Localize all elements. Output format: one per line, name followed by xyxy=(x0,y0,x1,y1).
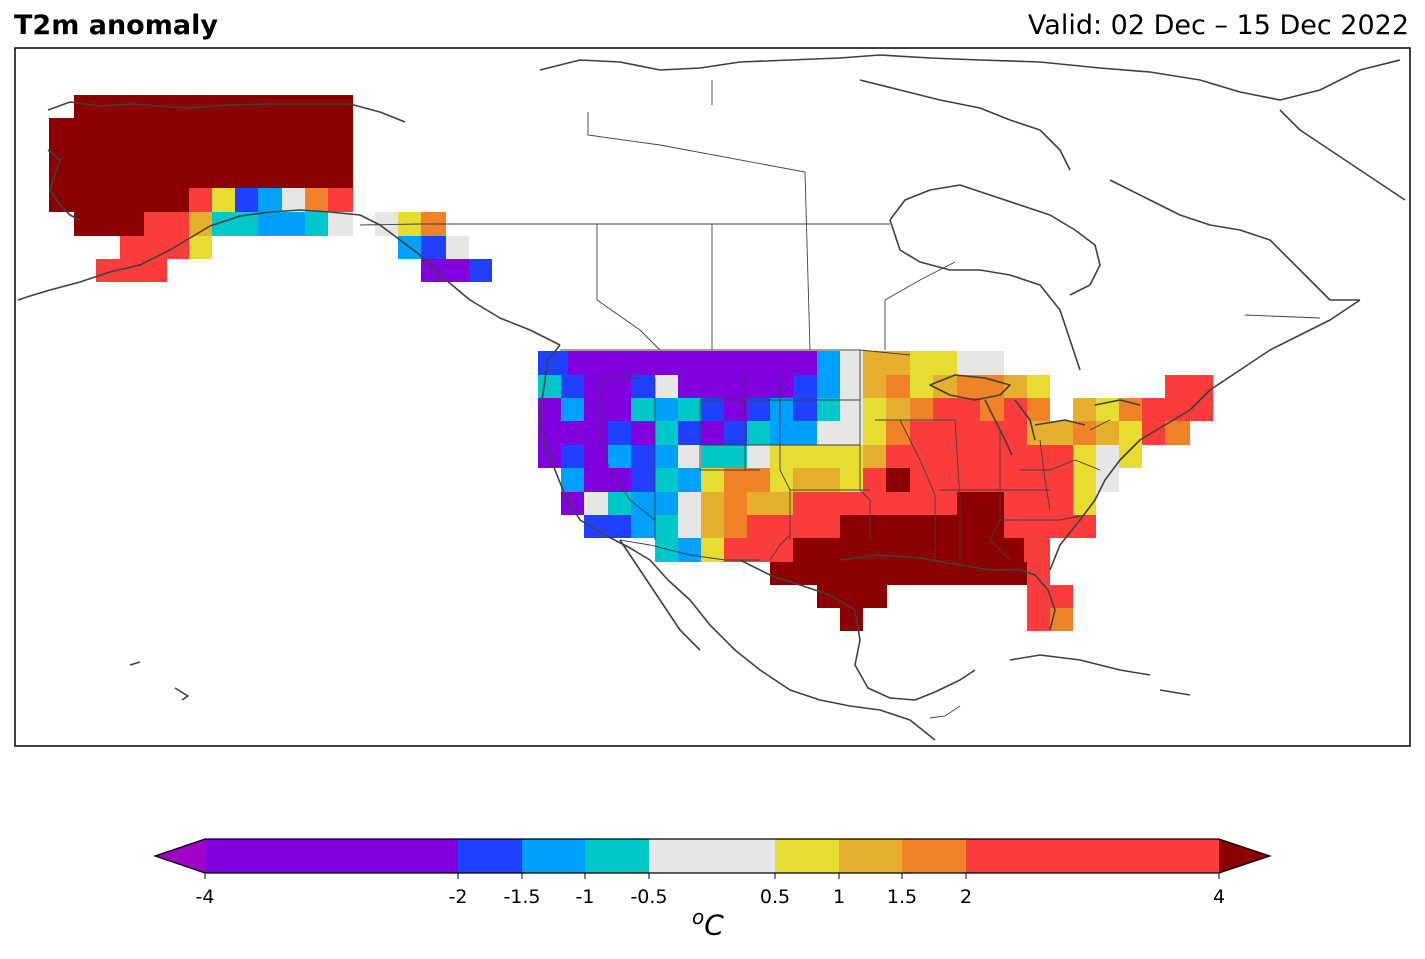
colorbar-tick-label: -4 xyxy=(196,886,215,908)
colorbar-tick-label: 2 xyxy=(960,886,972,908)
unit-text: C xyxy=(704,908,724,942)
colorbar-over-arrow xyxy=(1219,839,1270,873)
colorbar-under-arrow xyxy=(155,839,205,873)
colorbar-bin xyxy=(966,839,1219,873)
colorbar-unit-label: oC xyxy=(692,905,724,941)
colorbar-bin xyxy=(649,839,775,873)
colorbar-tick-label: -2 xyxy=(449,886,468,908)
colorbar-bin xyxy=(458,839,522,873)
conus-anomaly-cells xyxy=(538,351,1213,631)
map-frame xyxy=(14,47,1411,747)
colorbar-bin xyxy=(902,839,966,873)
colorbar-bin xyxy=(775,839,839,873)
colorbar-bin xyxy=(839,839,902,873)
colorbar-tick-label: -0.5 xyxy=(630,886,667,908)
colorbar-tick-label: -1 xyxy=(576,886,595,908)
colorbar-tick-label: 0.5 xyxy=(760,886,790,908)
colorbar-bin xyxy=(205,839,458,873)
colorbar-bin xyxy=(585,839,649,873)
colorbar-tick-label: -1.5 xyxy=(503,886,540,908)
coastlines xyxy=(17,54,1406,741)
alaska-anomaly-cells xyxy=(49,95,492,282)
degree-symbol: o xyxy=(692,905,705,929)
colorbar-bin xyxy=(522,839,585,873)
colorbar-tick-label: 4 xyxy=(1213,886,1225,908)
map-title: T2m anomaly xyxy=(14,10,218,41)
colorbar-tick-label: 1 xyxy=(833,886,845,908)
colorbar-tick-label: 1.5 xyxy=(887,886,917,908)
valid-date-range: Valid: 02 Dec – 15 Dec 2022 xyxy=(1027,10,1409,41)
political-borders xyxy=(359,80,1321,719)
colorbar: -4 -2 -1.5 -1 -0.5 0.5 1 1.5 2 4 xyxy=(153,838,1272,908)
